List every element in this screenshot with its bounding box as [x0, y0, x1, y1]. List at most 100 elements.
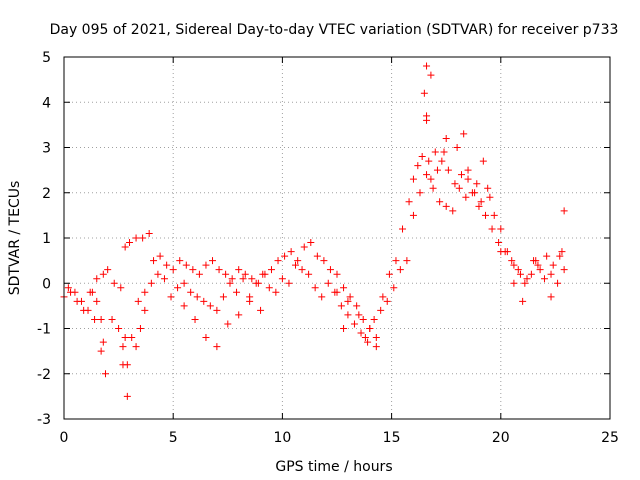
data-point: [442, 202, 450, 210]
data-point: [409, 211, 417, 219]
data-point: [364, 338, 372, 346]
data-point: [497, 225, 505, 233]
data-point: [91, 315, 99, 323]
data-point: [468, 189, 476, 197]
data-point: [292, 261, 300, 269]
data-point: [536, 266, 544, 274]
axis-ticks: 0 5 10 15 20 25 -3 -2 -1 0 1 2 3 4 5: [37, 50, 619, 446]
data-point: [350, 320, 358, 328]
data-point: [377, 306, 385, 314]
data-point: [222, 270, 230, 278]
x-axis-label: GPS time / hours: [275, 459, 392, 475]
data-point: [202, 334, 210, 342]
data-point: [340, 325, 348, 332]
data-point: [433, 166, 441, 174]
data-point: [132, 234, 140, 242]
data-point: [510, 261, 518, 269]
x-tick-label: 25: [601, 430, 619, 446]
data-point: [414, 162, 422, 170]
data-point: [372, 334, 380, 342]
data-point: [281, 252, 289, 260]
data-point: [121, 243, 129, 251]
data-point: [215, 266, 223, 274]
x-tick-label: 20: [492, 430, 510, 446]
data-point: [346, 293, 354, 301]
data-point: [300, 243, 308, 251]
data-point: [213, 343, 221, 351]
data-point: [126, 239, 134, 247]
data-point: [534, 261, 542, 269]
data-point: [160, 275, 168, 283]
data-point: [235, 311, 243, 319]
data-point: [259, 270, 267, 278]
data-point: [64, 284, 72, 292]
data-point: [333, 270, 341, 278]
data-point: [324, 279, 332, 287]
data-point: [228, 275, 236, 283]
data-point: [508, 257, 516, 265]
data-point: [176, 257, 184, 265]
data-point: [193, 293, 201, 301]
data-point: [298, 266, 306, 274]
data-point: [355, 311, 363, 319]
data-point: [344, 297, 352, 305]
data-point: [527, 270, 535, 278]
data-point: [357, 329, 365, 337]
data-point: [366, 325, 374, 332]
data-point: [189, 266, 197, 274]
data-point: [403, 257, 411, 265]
data-point: [108, 315, 116, 323]
x-tick-label: 10: [273, 430, 291, 446]
data-point: [558, 248, 566, 256]
data-point: [423, 171, 431, 179]
data-point: [71, 288, 79, 296]
data-point: [169, 266, 177, 274]
data-point: [287, 248, 295, 256]
y-tick-label: -3: [37, 412, 51, 428]
y-tick-label: 4: [42, 95, 51, 111]
data-point: [359, 315, 367, 323]
data-point: [224, 320, 232, 328]
data-point: [97, 347, 105, 355]
data-point: [134, 297, 142, 305]
data-point: [416, 189, 424, 197]
data-point: [540, 275, 548, 283]
data-point: [305, 270, 313, 278]
data-point: [145, 229, 153, 237]
data-point: [396, 266, 404, 274]
data-point: [121, 334, 129, 342]
data-point: [117, 284, 125, 292]
data-point: [449, 207, 457, 215]
data-point: [543, 252, 551, 260]
data-point: [379, 293, 387, 301]
data-point: [477, 198, 485, 206]
data-point: [532, 257, 540, 265]
data-point: [549, 261, 557, 269]
data-point: [385, 270, 393, 278]
data-point: [523, 275, 531, 283]
y-tick-label: -1: [37, 322, 51, 338]
data-point: [93, 275, 101, 283]
data-point: [110, 279, 118, 287]
data-point: [307, 239, 315, 247]
data-point: [370, 315, 378, 323]
data-point: [147, 279, 155, 287]
data-point: [241, 270, 249, 278]
data-point: [128, 334, 136, 342]
data-point: [93, 297, 101, 305]
data-point: [353, 302, 361, 310]
data-point: [464, 166, 472, 174]
data-point: [235, 266, 243, 274]
data-point: [392, 257, 400, 265]
data-point: [444, 166, 452, 174]
data-point: [514, 266, 522, 274]
data-point: [451, 180, 459, 188]
data-point: [453, 144, 461, 151]
data-point: [429, 184, 437, 192]
data-point: [141, 288, 149, 296]
data-point: [202, 261, 210, 269]
data-point: [495, 239, 503, 247]
grid-lines: [64, 57, 610, 419]
data-point: [482, 211, 490, 219]
